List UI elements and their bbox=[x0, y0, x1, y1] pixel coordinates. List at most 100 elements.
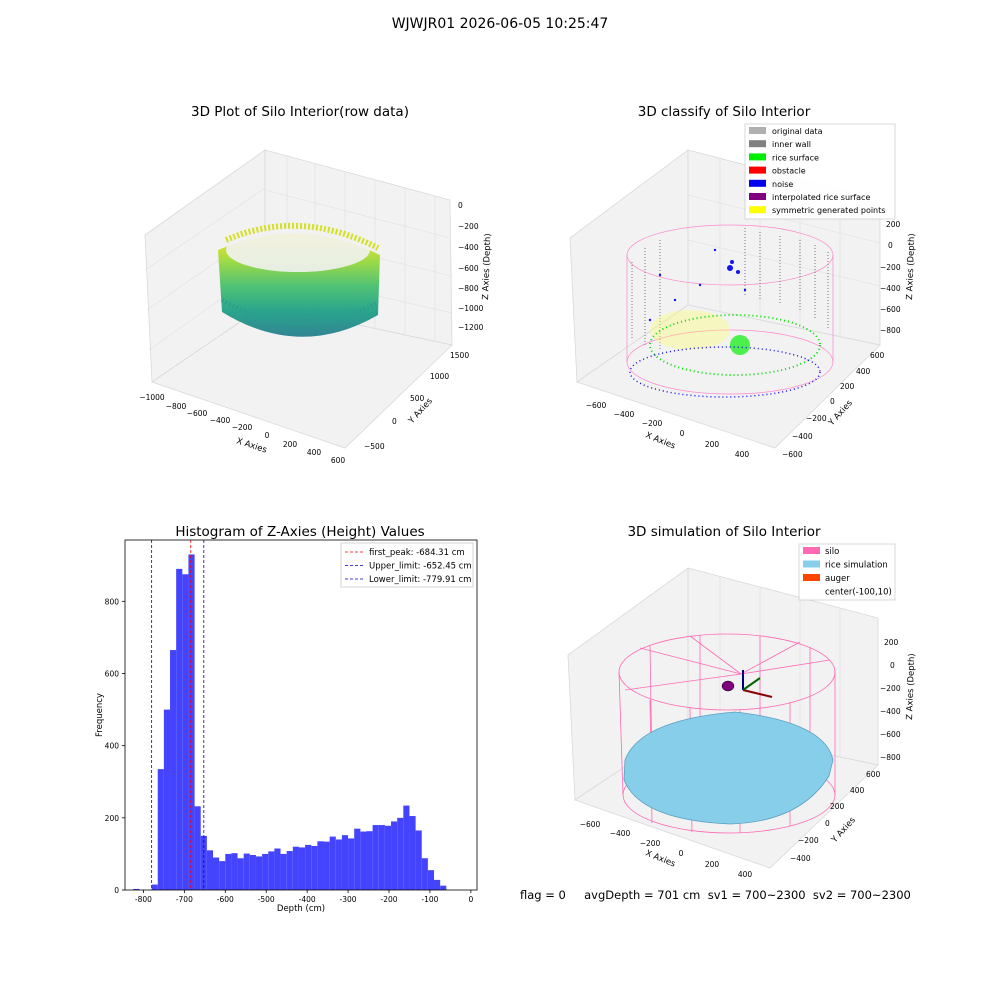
histogram-xtick-label: 0 bbox=[468, 895, 473, 904]
histogram-yticks: 0 200 400 600 800 bbox=[105, 597, 125, 895]
panel4-ztick: −200 bbox=[880, 684, 901, 693]
panel1-xtick: −800 bbox=[166, 402, 187, 411]
panel4-ytick: 600 bbox=[866, 770, 881, 779]
status-footer: flag = 0 avgDepth = 701 cm sv1 = 700~230… bbox=[520, 888, 911, 902]
histogram-ytick-label: 800 bbox=[105, 597, 120, 606]
simulation-legend-swatch bbox=[803, 574, 820, 581]
panel2-ytick: −200 bbox=[806, 414, 827, 423]
panel-simulation-3d: 3D simulation of Silo Interior bbox=[567, 524, 917, 879]
panel1-ztick: −400 bbox=[458, 243, 479, 252]
histogram-bar bbox=[384, 825, 392, 890]
histogram-bar bbox=[378, 825, 385, 890]
panel4-ztick: 0 bbox=[890, 661, 895, 670]
panel2-xtick: −200 bbox=[642, 419, 663, 428]
histogram-xtick-label: -700 bbox=[176, 895, 193, 904]
histogram-ytick-label: 600 bbox=[105, 670, 120, 679]
histogram-ylabel: Frequency bbox=[95, 693, 105, 737]
histogram-bar bbox=[354, 828, 361, 890]
histogram-bar bbox=[280, 853, 287, 890]
panel4-rice-simulation bbox=[623, 711, 834, 825]
histogram-bar bbox=[341, 835, 349, 890]
panel1-xtick: −200 bbox=[232, 423, 253, 432]
panel2-noise-cluster bbox=[648, 248, 747, 322]
panel4-ylabel: Y Axies bbox=[829, 815, 858, 846]
panel2-ytick: −600 bbox=[782, 450, 803, 459]
panel2-xtick: −400 bbox=[614, 410, 635, 419]
histogram-bar bbox=[219, 861, 226, 890]
histogram-bar bbox=[194, 806, 201, 890]
classify-legend-swatch bbox=[749, 193, 766, 200]
panel4-center-marker bbox=[721, 680, 735, 692]
histogram-xtick-label: -300 bbox=[340, 895, 357, 904]
histogram-legend-label: Lower_limit: -779.91 cm bbox=[369, 575, 471, 585]
panel2-ztick: −600 bbox=[880, 305, 901, 314]
panel2-ztick: −400 bbox=[880, 284, 901, 293]
panel2-zlabel: Z Axies (Depth) bbox=[905, 233, 917, 300]
histogram-bar bbox=[298, 847, 306, 890]
histogram-bar bbox=[157, 769, 164, 890]
histogram-legend: first_peak: -684.31 cm Upper_limit: -652.… bbox=[340, 542, 474, 588]
panel4-ytick: 200 bbox=[830, 802, 845, 811]
histogram-bar bbox=[231, 853, 238, 890]
panel4-auger-axes bbox=[742, 670, 773, 698]
panel1-xtick: −600 bbox=[187, 409, 208, 418]
histogram-bar bbox=[403, 805, 410, 890]
panel4-ztick: −400 bbox=[880, 707, 901, 716]
classify-legend-swatch bbox=[749, 166, 766, 174]
histogram-bar bbox=[421, 858, 428, 890]
classify-legend-swatch bbox=[749, 127, 766, 134]
panel2-ztick: −800 bbox=[880, 326, 901, 335]
histogram-bar bbox=[434, 879, 441, 890]
panel1-xtick: 400 bbox=[307, 448, 322, 457]
histogram-bar bbox=[366, 831, 373, 890]
panel4-ytick: −400 bbox=[790, 854, 811, 863]
panel4-title: 3D simulation of Silo Interior bbox=[627, 524, 821, 540]
histogram-bar bbox=[360, 831, 367, 890]
panel4-ytick: −200 bbox=[798, 836, 819, 845]
histogram-bar bbox=[292, 846, 299, 890]
panel4-xlabel: X Axies bbox=[644, 849, 677, 870]
panel2-ytick: 400 bbox=[856, 367, 871, 376]
histogram-xlabel: Depth (cm) bbox=[277, 904, 325, 914]
panel2-ytick: −400 bbox=[792, 432, 813, 441]
classify-legend-swatch bbox=[749, 206, 766, 214]
panel4-xtick: 200 bbox=[705, 860, 720, 869]
panel4-xtick: −200 bbox=[640, 839, 661, 848]
histogram-bars bbox=[133, 554, 447, 890]
panel1-zlabel: Z Axies (Depth) bbox=[481, 233, 493, 300]
histogram-xtick-label: -500 bbox=[258, 895, 275, 904]
simulation-legend-label: rice simulation bbox=[825, 561, 888, 571]
panel2-xtick: 400 bbox=[735, 450, 750, 459]
panel-histogram: Histogram of Z-Axies (Height) Values -80… bbox=[95, 524, 478, 914]
panel2-rice-center bbox=[730, 335, 750, 355]
classify-legend-label: noise bbox=[772, 180, 793, 189]
panel1-xtick: −1000 bbox=[139, 393, 165, 402]
panel2-ytick: 200 bbox=[840, 382, 855, 391]
histogram-bar bbox=[397, 817, 404, 890]
histogram-xtick-label: -600 bbox=[217, 895, 234, 904]
simulation-legend-label: center(-100,10) bbox=[825, 588, 892, 598]
panel2-silo-wireframe bbox=[626, 224, 834, 395]
histogram-xtick-label: -800 bbox=[135, 895, 152, 904]
histogram-bar bbox=[372, 825, 379, 890]
panel1-xlabel: X Axies bbox=[235, 436, 268, 455]
panel1-xtick: 600 bbox=[331, 456, 346, 465]
panel2-axes-box bbox=[569, 149, 881, 449]
panel1-ytick: −500 bbox=[364, 442, 385, 451]
panel2-inner-wall bbox=[631, 228, 829, 350]
classify-legend-label: rice surface bbox=[772, 153, 819, 162]
histogram-xticks: -800 -700 -600 -500 -400 -300 -200 -100 0 bbox=[135, 890, 473, 904]
panel2-noise bbox=[629, 346, 821, 398]
histogram-bar bbox=[286, 851, 293, 890]
panel1-ytick: 1000 bbox=[430, 372, 449, 381]
histogram-bar bbox=[237, 858, 244, 890]
panel2-legend: original data inner wall rice surface obsta… bbox=[744, 123, 896, 220]
histogram-ytick-label: 200 bbox=[105, 814, 120, 823]
histogram-bar bbox=[206, 850, 213, 890]
panel-raw-3d: 3D Plot of Silo Interior(row data) −1000… bbox=[139, 104, 493, 465]
panel2-ztick: 200 bbox=[886, 220, 901, 229]
panel3-title: Histogram of Z-Axies (Height) Values bbox=[175, 524, 424, 540]
histogram-legend-label: first_peak: -684.31 cm bbox=[369, 548, 465, 558]
panel2-xlabel: X Axies bbox=[644, 431, 677, 452]
histogram-bar bbox=[391, 821, 398, 890]
